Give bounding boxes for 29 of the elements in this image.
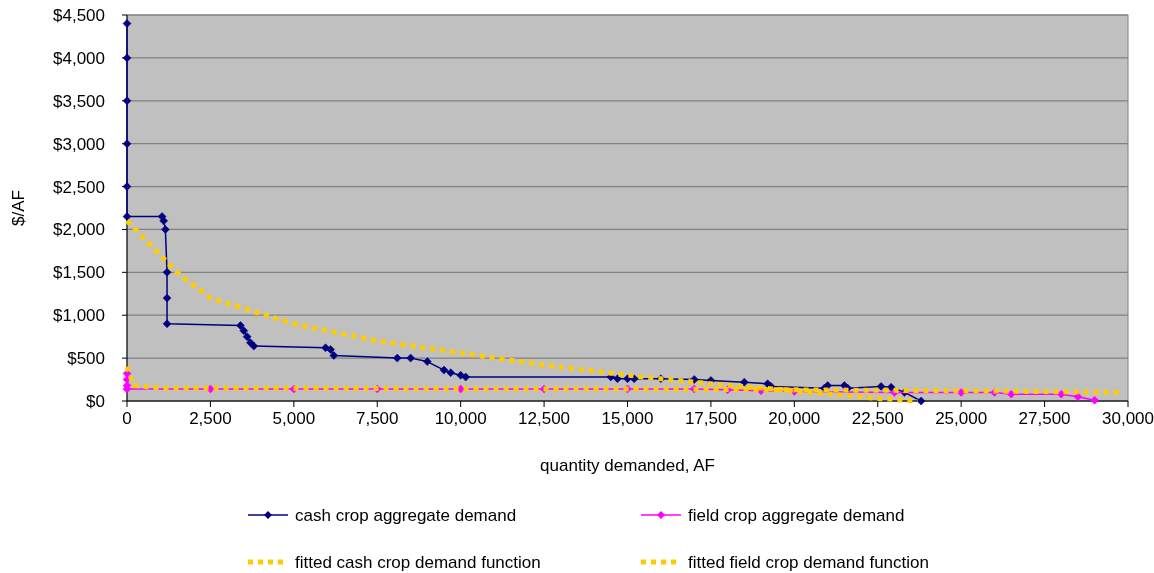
y-tick-label: $3,000: [53, 134, 105, 154]
x-tick-label: 12,500: [518, 409, 571, 428]
x-tick-label: 27,500: [1018, 409, 1071, 428]
x-tick-label: 10,000: [434, 409, 487, 428]
y-tick-label: $4,500: [53, 6, 105, 25]
y-tick-label: $4,000: [53, 48, 105, 68]
y-tick-label: $500: [67, 349, 105, 369]
x-tick-label: 7,500: [355, 409, 399, 428]
x-tick-label: 0: [122, 409, 132, 428]
y-tick-label: $1,500: [53, 263, 105, 283]
legend-label: field crop aggregate demand: [688, 506, 905, 525]
x-tick-label: 17,500: [684, 409, 737, 428]
x-axis-title: quantity demanded, AF: [540, 456, 715, 475]
y-tick-label: $0: [86, 392, 105, 411]
x-tick-label: 20,000: [768, 409, 821, 428]
x-tick-label: 22,500: [851, 409, 904, 428]
y-tick-label: $3,500: [53, 91, 105, 111]
legend-label: cash crop aggregate demand: [295, 506, 517, 525]
legend-label: fitted field crop demand function: [688, 553, 929, 572]
x-tick-label: 2,500: [189, 409, 232, 428]
y-tick-label: $2,000: [53, 220, 105, 240]
x-tick-label: 30,000: [1102, 409, 1154, 428]
legend-label: fitted cash crop demand function: [295, 553, 541, 572]
x-tick-label: 25,000: [935, 409, 988, 428]
y-tick-label: $1,000: [53, 306, 105, 326]
y-tick-label: $2,500: [53, 177, 105, 197]
x-tick-label: 5,000: [272, 409, 316, 428]
y-axis-title: $/AF: [9, 190, 28, 226]
x-tick-label: 15,000: [601, 409, 654, 428]
